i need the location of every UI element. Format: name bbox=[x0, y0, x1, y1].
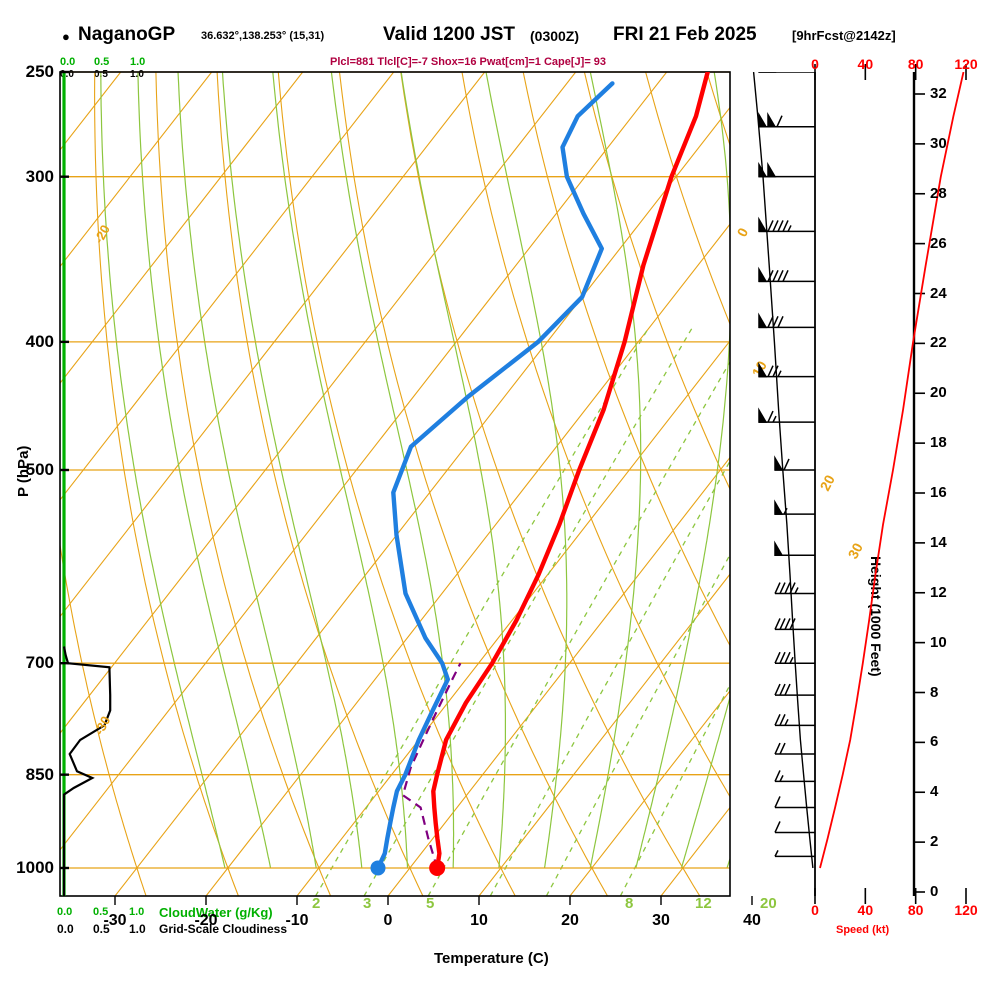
pressure-tick-400: 400 bbox=[25, 331, 54, 351]
cloudiness-axis-label: Grid-Scale Cloudiness bbox=[159, 922, 288, 936]
wind-speed-envelope bbox=[752, 72, 814, 869]
cloudwater-top-tick-1: 0.5 bbox=[94, 56, 110, 68]
height-tick-16: 16 bbox=[930, 484, 947, 501]
speed-tick-bottom-120: 120 bbox=[954, 902, 978, 918]
speed-axis-label: Speed (kt) bbox=[836, 924, 890, 936]
temperature-tick-20: 20 bbox=[561, 912, 579, 929]
stability-stats: Plcl=881 Tlcl[C]=-7 Shox=16 Pwat[cm]=1 C… bbox=[330, 56, 607, 68]
pressure-tick-500: 500 bbox=[25, 459, 54, 479]
valid-time: Valid 1200 JST bbox=[383, 24, 516, 45]
station-name: NaganoGP bbox=[78, 24, 176, 45]
height-tick-2: 2 bbox=[930, 833, 939, 851]
cloudiness-bottom-tick-2: 1.0 bbox=[129, 922, 146, 936]
pressure-tick-850: 850 bbox=[25, 764, 54, 784]
speed-tick-bottom-80: 80 bbox=[907, 902, 924, 918]
pressure-tick-300: 300 bbox=[25, 166, 54, 186]
cloudwater-bottom-tick-2: 1.0 bbox=[129, 906, 145, 918]
dewpoint-curve bbox=[375, 81, 615, 871]
wind-speed-curve bbox=[819, 72, 965, 869]
temperature-axis-label: Temperature (C) bbox=[434, 950, 549, 967]
parcel-curve bbox=[401, 662, 462, 869]
height-tick-10: 10 bbox=[930, 633, 947, 651]
mixing-ratio-label-2: 2 bbox=[312, 895, 320, 912]
cloudwater-bottom-tick-0: 0.0 bbox=[57, 906, 73, 918]
dry-adiabat-label-right-30: 30 bbox=[845, 540, 867, 561]
mixing-ratio-labels: 2 3 5 8 12 20 bbox=[312, 895, 777, 912]
station-coords: 36.632°,138.253° (15,31) bbox=[201, 30, 325, 42]
height-tick-8: 8 bbox=[930, 683, 939, 701]
height-tick-12: 12 bbox=[930, 583, 947, 601]
temperature-tick--20: -20 bbox=[194, 912, 218, 929]
cloudiness-bottom-tick-1: 0.5 bbox=[93, 922, 110, 936]
mixing-ratio-label-5: 5 bbox=[426, 895, 434, 912]
temperature-tick--10: -10 bbox=[285, 912, 309, 929]
dry-adiabat-label-right-0: 0 bbox=[734, 225, 752, 240]
mixing-ratio-label-8: 8 bbox=[625, 895, 633, 912]
header: ● NaganoGP 36.632°,138.253° (15,31) Vali… bbox=[0, 24, 1000, 50]
speed-tick-bottom-0: 0 bbox=[811, 902, 819, 918]
height-tick-18: 18 bbox=[930, 434, 947, 452]
mixing-ratio-lines bbox=[315, 326, 730, 896]
mixing-ratio-label-20: 20 bbox=[760, 895, 777, 912]
cloudwater-bottom-tick-1: 0.5 bbox=[93, 906, 109, 918]
height-tick-28: 28 bbox=[930, 184, 947, 202]
isotherm-lines bbox=[60, 72, 730, 896]
isobar-lines bbox=[60, 71, 730, 869]
dry-adiabat-label--20: -20 bbox=[91, 222, 113, 246]
height-tick-20: 20 bbox=[930, 384, 947, 402]
height-tick-24: 24 bbox=[930, 284, 947, 302]
height-tick-32: 32 bbox=[930, 85, 947, 102]
height-tick-0: 0 bbox=[930, 883, 939, 900]
height-tick-30: 30 bbox=[930, 134, 947, 152]
pressure-tick-700: 700 bbox=[25, 653, 54, 673]
valid-date: FRI 21 Feb 2025 bbox=[613, 24, 757, 45]
station-marker-icon: ● bbox=[62, 29, 70, 44]
speed-tick-top-40: 40 bbox=[857, 56, 874, 72]
height-tick-26: 26 bbox=[930, 234, 947, 252]
plot-frame bbox=[59, 71, 731, 897]
surface-temperature-marker bbox=[429, 859, 446, 876]
surface-dewpoint-marker bbox=[370, 860, 386, 876]
height-axis-ticks bbox=[914, 93, 925, 893]
dry-adiabat-label-right-20: 20 bbox=[817, 472, 839, 493]
wind-barbs bbox=[758, 72, 815, 858]
pressure-tick-1000: 1000 bbox=[16, 857, 54, 877]
mixing-ratio-label-3: 3 bbox=[363, 895, 371, 912]
pressure-tick-250: 250 bbox=[25, 62, 54, 81]
temperature-axis-ticks bbox=[114, 896, 753, 905]
cloudwater-axis-label: CloudWater (g/Kg) bbox=[159, 905, 273, 920]
temperature-tick--30: -30 bbox=[103, 912, 127, 929]
cloudwater-top-tick-0: 0.0 bbox=[60, 56, 76, 68]
temperature-curve bbox=[431, 72, 710, 871]
speed-tick-bottom-40: 40 bbox=[857, 902, 874, 918]
temperature-tick-40: 40 bbox=[743, 912, 761, 929]
speed-tick-top-120: 120 bbox=[954, 56, 978, 72]
cloudiness-curve bbox=[62, 646, 112, 896]
speed-tick-top-0: 0 bbox=[811, 56, 819, 72]
mixing-ratio-label-12: 12 bbox=[695, 895, 712, 912]
temperature-tick-30: 30 bbox=[652, 912, 670, 929]
height-tick-14: 14 bbox=[930, 533, 947, 551]
height-tick-4: 4 bbox=[930, 783, 939, 801]
saturated-adiabat-lines bbox=[100, 72, 730, 869]
temperature-tick-0: 0 bbox=[383, 912, 393, 929]
height-tick-6: 6 bbox=[930, 733, 939, 751]
dry-adiabat-lines bbox=[60, 72, 730, 896]
pressure-axis-ticks bbox=[60, 70, 69, 870]
valid-time-utc: (0300Z) bbox=[530, 28, 580, 44]
forecast-stamp: [9hrFcst@2142z] bbox=[792, 28, 896, 43]
cloudwater-top-tick-2: 1.0 bbox=[130, 56, 146, 68]
height-tick-22: 22 bbox=[930, 334, 947, 352]
speed-tick-top-80: 80 bbox=[907, 56, 924, 72]
cloudiness-top-tick-0: 0.0 bbox=[60, 69, 74, 80]
cloudiness-bottom-tick-0: 0.0 bbox=[57, 922, 74, 936]
cloudiness-top-tick-2: 1.0 bbox=[130, 69, 144, 80]
temperature-tick-10: 10 bbox=[470, 912, 488, 929]
speed-axis-ticks bbox=[814, 64, 967, 904]
dry-adiabat-labels: -30-200102030 bbox=[91, 222, 866, 737]
